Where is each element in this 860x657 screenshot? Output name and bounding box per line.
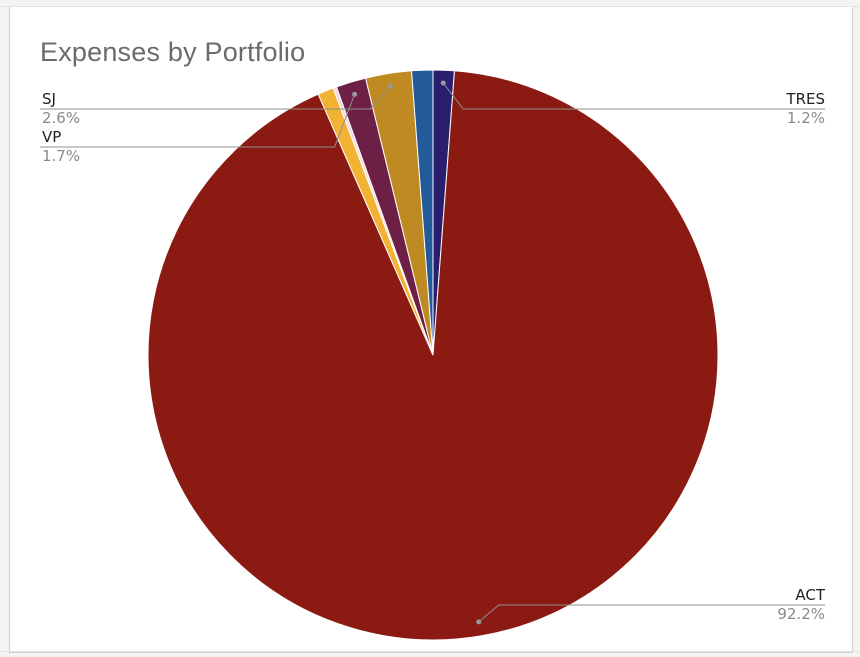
slice-label-percent: 1.2%	[787, 109, 825, 127]
chart-title: Expenses by Portfolio	[40, 37, 306, 67]
slice-label-percent: 1.7%	[42, 147, 80, 165]
slice-label-percent: 92.2%	[777, 605, 825, 623]
leader-lines	[40, 80, 825, 625]
leader-line	[478, 604, 825, 623]
slice-label-name: ACT	[795, 586, 825, 604]
slice-label-name: VP	[42, 128, 61, 146]
spreadsheet-gridline	[0, 651, 860, 652]
spreadsheet-gridline	[0, 6, 860, 7]
pie-slices	[147, 69, 719, 641]
slice-label-name: SJ	[42, 90, 56, 108]
pie-slice	[410, 69, 434, 356]
slice-label-name: TRES	[785, 90, 825, 108]
leader-line	[442, 82, 825, 110]
leader-line	[40, 85, 391, 110]
pie-slice-act	[147, 70, 719, 641]
leader-line	[40, 94, 356, 148]
slice-label-percent: 2.6%	[42, 109, 80, 127]
